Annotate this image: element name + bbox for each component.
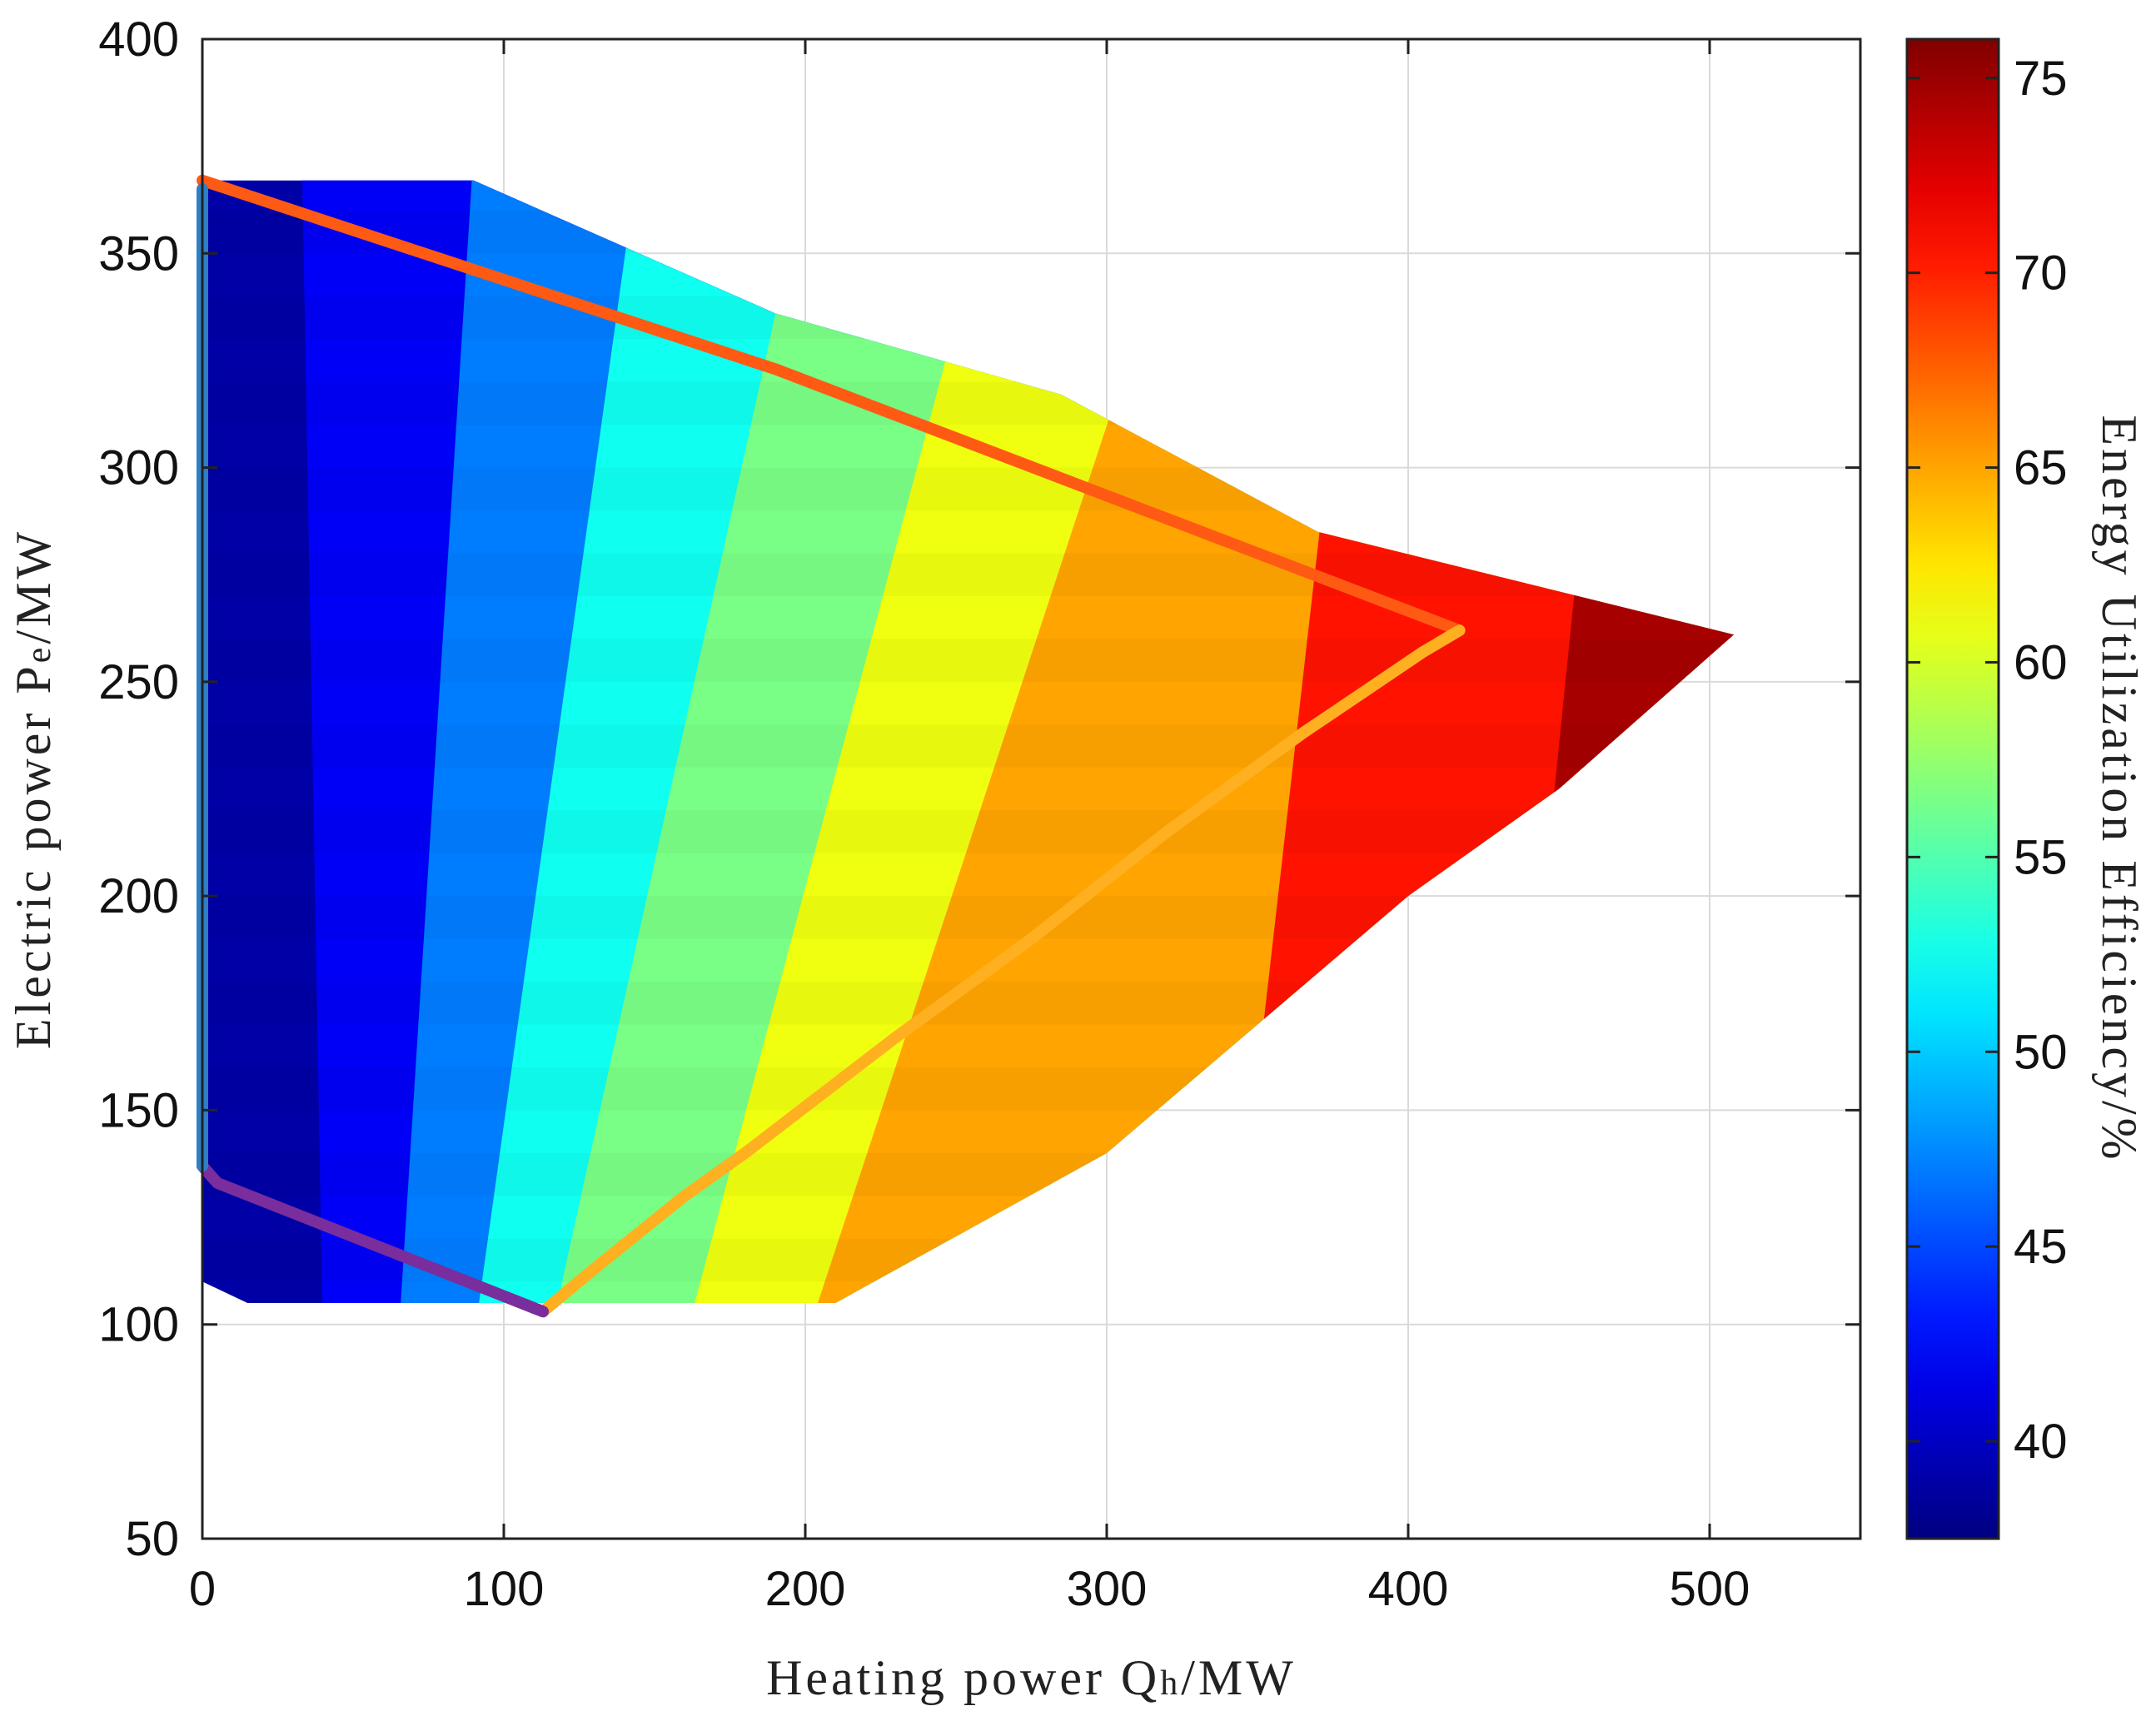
y-tick-label: 350	[98, 226, 179, 281]
x-tick-label: 500	[1670, 1562, 1750, 1616]
y-axis: 50 100 150 200 250 300 350 400	[98, 12, 1860, 1566]
y-tick-label: 400	[98, 12, 179, 67]
colorbar-tick-label: 55	[2014, 830, 2068, 884]
y-axis-title: Electric power Pe/MW	[6, 529, 61, 1049]
x-tick-label: 0	[189, 1562, 216, 1616]
boundary-line	[197, 1160, 550, 1318]
y-tick-label: 50	[125, 1512, 179, 1566]
colorbar	[1905, 37, 2000, 1540]
plot-frame	[201, 37, 1862, 1540]
y-tick-label: 150	[98, 1083, 179, 1137]
colorbar-tick-label: 50	[2014, 1025, 2068, 1079]
y-tick-label: 200	[98, 869, 179, 923]
colorbar-tick-label: 65	[2014, 441, 2068, 495]
colorbar-tick-label: 70	[2014, 246, 2068, 301]
colorbar-tick-label: 75	[2014, 52, 2068, 106]
x-tick-label: 400	[1368, 1562, 1449, 1616]
y-tick-label: 250	[98, 655, 179, 709]
x-tick-label: 200	[765, 1562, 846, 1616]
x-axis-title: Heating power Qh/MW	[766, 1650, 1297, 1705]
band-stripe	[202, 639, 1860, 681]
colorbar-title: Energy Utilization Efficiency/%	[2092, 415, 2147, 1162]
boundary-line	[537, 624, 1466, 1318]
y-tick-label: 300	[98, 441, 179, 495]
colorbar-tick-label: 60	[2014, 635, 2068, 689]
x-axis: 0 100 200 300 400 500	[189, 39, 1750, 1616]
y-tick-label: 100	[98, 1298, 179, 1352]
colorbar-ticks: 40 45 50 55 60 65 70 75	[1907, 52, 2068, 1469]
x-tick-label: 300	[1067, 1562, 1148, 1616]
boundary-line	[197, 174, 1466, 637]
colorbar-tick-label: 45	[2014, 1220, 2068, 1274]
x-tick-label: 100	[464, 1562, 545, 1616]
colorbar-tick-label: 40	[2014, 1415, 2068, 1469]
